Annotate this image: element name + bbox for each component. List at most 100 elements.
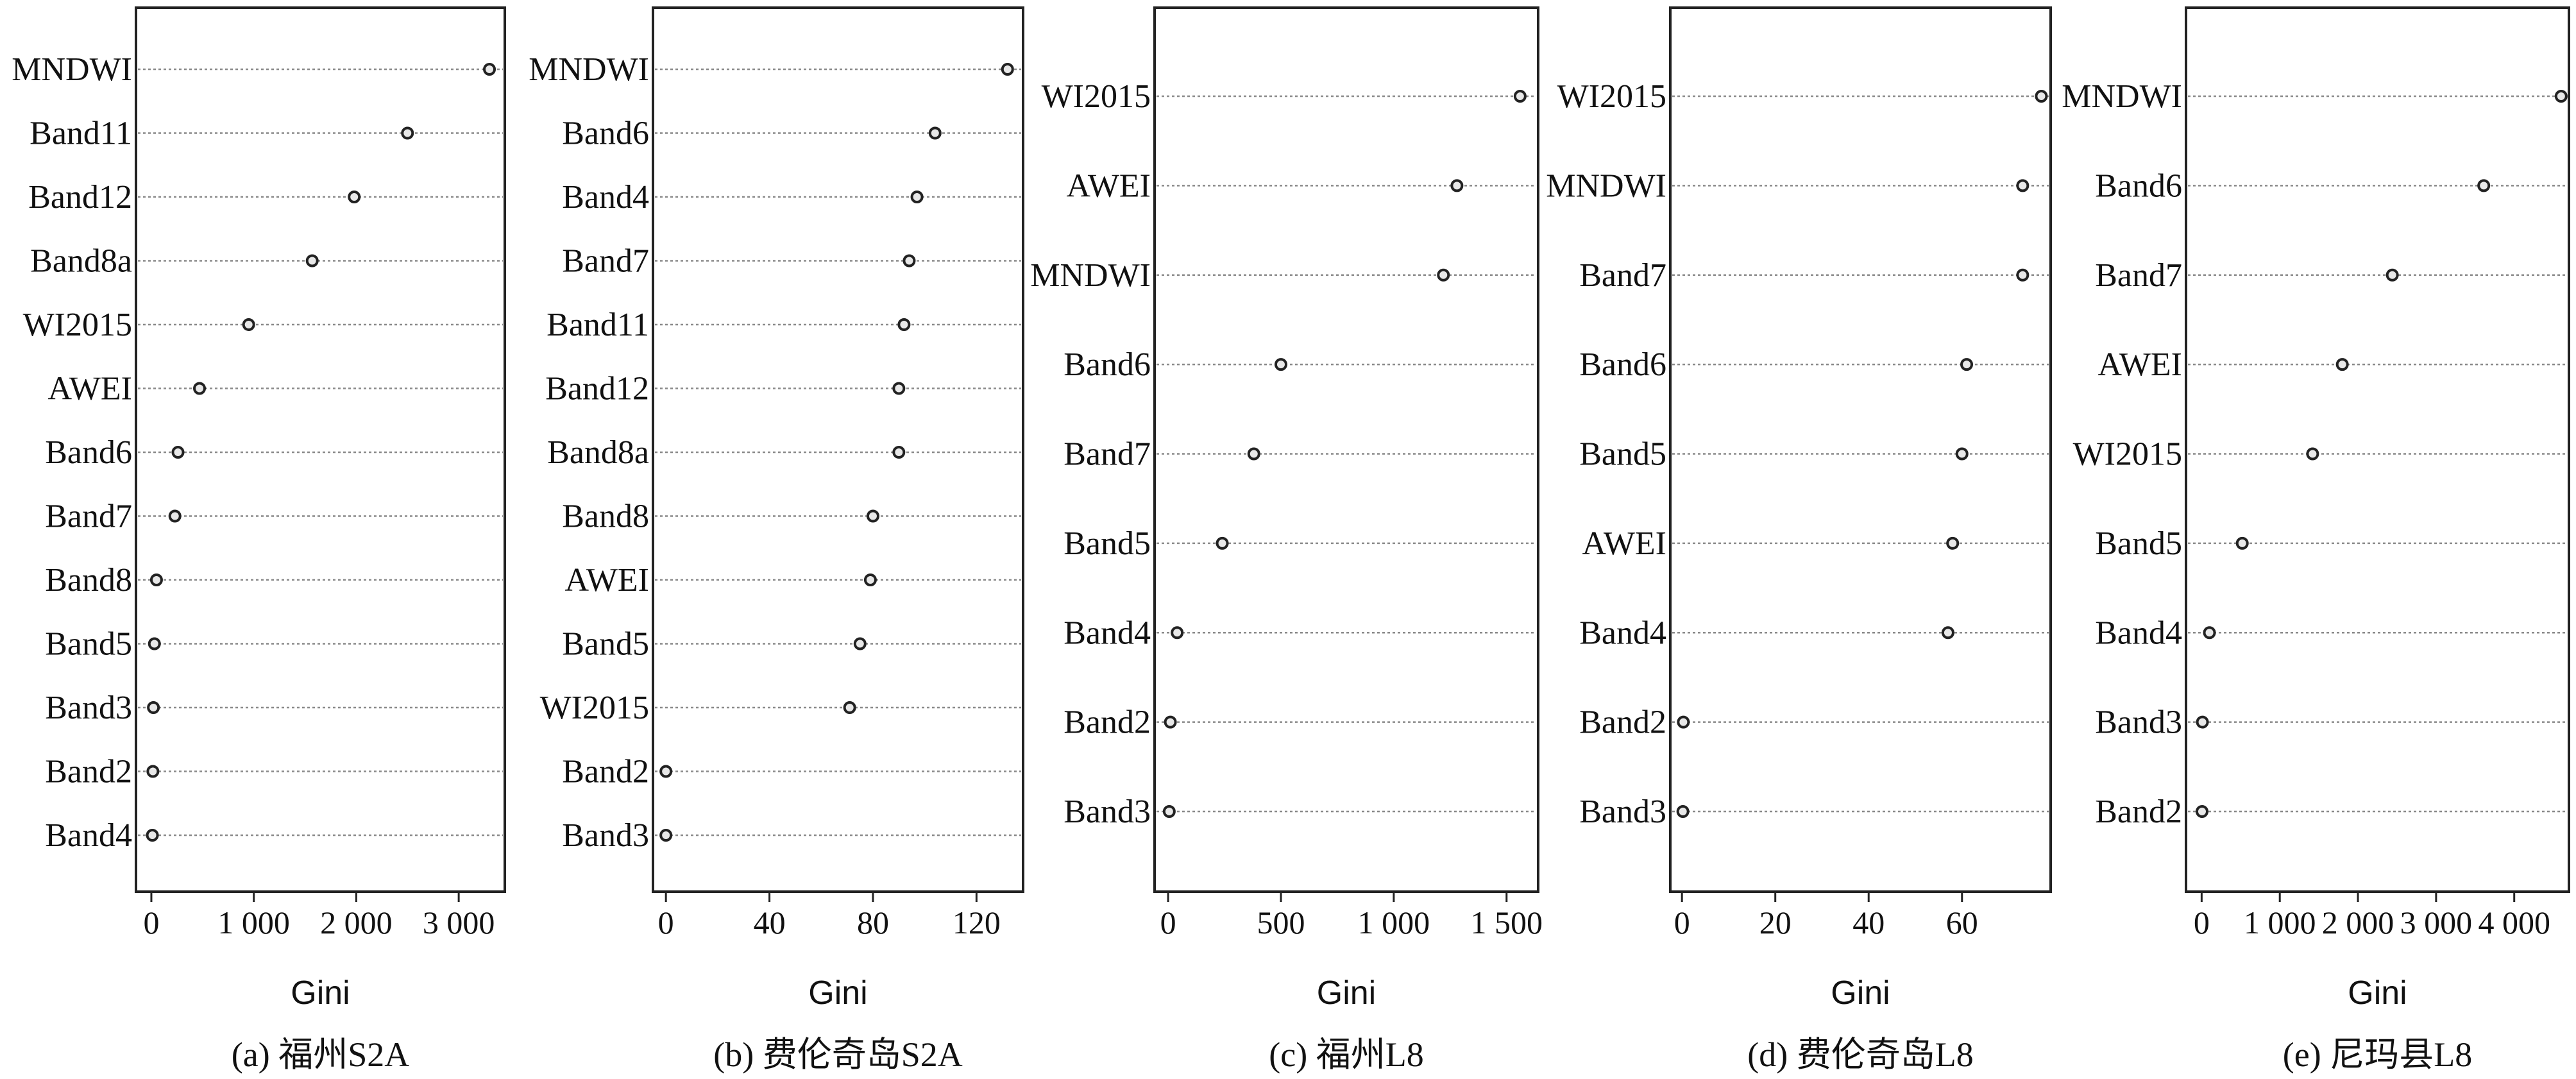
data-point xyxy=(149,573,163,586)
data-point xyxy=(1164,715,1177,729)
plot-frame xyxy=(1153,6,1539,893)
category-label: Band7 xyxy=(562,243,649,280)
data-point xyxy=(863,573,877,586)
category-label: Band2 xyxy=(1579,704,1666,741)
plot-frame xyxy=(2185,6,2570,893)
data-point xyxy=(242,318,255,331)
panel-caption: (d) 费伦奇岛L8 xyxy=(1747,1035,1973,1074)
category-label: Band6 xyxy=(1063,346,1151,383)
category-label: Band7 xyxy=(2095,257,2182,294)
category-label: Band7 xyxy=(1063,436,1151,473)
data-point xyxy=(1513,90,1527,103)
data-point xyxy=(1946,536,1960,550)
data-point xyxy=(1677,715,1690,729)
x-tick-label: 500 xyxy=(1257,905,1305,940)
category-label: MNDWI xyxy=(529,51,649,88)
panel-caption: (e) 尼玛县L8 xyxy=(2283,1035,2472,1074)
data-point xyxy=(2196,715,2209,729)
data-point xyxy=(1941,626,1954,640)
x-axis-title: Gini xyxy=(1831,974,1890,1012)
category-label: Band6 xyxy=(562,115,649,152)
data-point xyxy=(843,701,856,714)
data-point xyxy=(2235,536,2249,550)
data-point xyxy=(902,254,916,268)
category-label: WI2015 xyxy=(1042,78,1151,115)
data-point xyxy=(892,382,906,395)
x-tick-label: 2 000 xyxy=(320,905,393,940)
category-label: WI2015 xyxy=(540,690,649,726)
data-point xyxy=(659,829,673,842)
x-tick-label: 1 000 xyxy=(1358,905,1430,940)
category-label: Band5 xyxy=(1579,436,1666,473)
data-point xyxy=(2195,805,2208,818)
category-label: WI2015 xyxy=(1557,78,1666,115)
x-tick-label: 60 xyxy=(1946,905,1978,940)
data-point xyxy=(910,191,924,203)
category-label: Band6 xyxy=(2095,167,2182,204)
x-axis-title: Gini xyxy=(808,974,867,1012)
x-tick-label: 1 500 xyxy=(1471,905,1543,940)
data-point xyxy=(928,126,942,140)
data-point xyxy=(1274,358,1287,371)
category-label: Band5 xyxy=(2095,525,2182,562)
x-tick-label: 0 xyxy=(1160,905,1176,940)
data-point xyxy=(483,63,496,76)
category-label: Band4 xyxy=(45,817,132,854)
x-axis-title: Gini xyxy=(1317,974,1376,1012)
data-point xyxy=(1960,358,1974,371)
category-label: Band8a xyxy=(547,434,649,471)
category-label: AWEI xyxy=(47,371,132,407)
data-point xyxy=(2477,179,2491,192)
category-label: Band12 xyxy=(545,371,649,407)
category-label: Band2 xyxy=(1063,704,1151,741)
category-label: Band3 xyxy=(1063,794,1151,830)
x-tick-label: 3 000 xyxy=(423,905,495,940)
data-point xyxy=(2016,179,2029,192)
data-point xyxy=(2203,626,2216,640)
category-label: Band8 xyxy=(562,498,649,535)
chart-panel: WI2015 MNDWI Band7 Band6 Band5 AWEI Band4 Band2… xyxy=(1546,6,2052,1074)
data-point xyxy=(2016,268,2029,282)
data-point xyxy=(146,765,160,778)
x-tick-label: 4 000 xyxy=(2478,905,2550,940)
data-point xyxy=(193,382,207,395)
data-point xyxy=(2035,90,2048,103)
data-point xyxy=(148,637,161,650)
category-label: Band3 xyxy=(562,817,649,854)
category-label: MNDWI xyxy=(1030,257,1151,294)
chart-panel: WI2015 AWEI MNDWI Band6 Band7 Band5 Band4 Band2… xyxy=(1030,6,1543,1074)
x-tick-label: 120 xyxy=(953,905,1001,940)
data-point xyxy=(1216,536,1229,550)
x-tick-label: 40 xyxy=(754,905,786,940)
x-tick-label: 0 xyxy=(143,905,159,940)
x-tick-label: 20 xyxy=(1759,905,1792,940)
data-point xyxy=(1001,63,1014,76)
data-point xyxy=(1450,179,1464,192)
category-label: Band4 xyxy=(1063,615,1151,651)
data-point xyxy=(1437,268,1450,282)
category-label: AWEI xyxy=(1066,167,1151,204)
category-label: Band2 xyxy=(45,754,132,790)
x-tick-label: 0 xyxy=(658,905,674,940)
category-label: Band12 xyxy=(28,179,132,216)
data-point xyxy=(1162,805,1176,818)
x-tick-label: 40 xyxy=(1852,905,1885,940)
category-label: Band5 xyxy=(1063,525,1151,562)
panel-caption: (c) 福州L8 xyxy=(1269,1035,1423,1074)
data-point xyxy=(348,191,361,203)
category-label: MNDWI xyxy=(1546,167,1666,204)
x-tick-label: 2 000 xyxy=(2322,905,2394,940)
category-label: Band3 xyxy=(1579,794,1666,830)
category-label: Band7 xyxy=(1579,257,1666,294)
data-point xyxy=(1247,447,1260,461)
category-label: Band3 xyxy=(2095,704,2182,741)
category-label: WI2015 xyxy=(23,307,132,343)
category-label: Band7 xyxy=(45,498,132,535)
category-label: Band5 xyxy=(45,626,132,663)
data-point xyxy=(853,637,867,650)
category-label: Band11 xyxy=(547,307,649,343)
data-point xyxy=(147,701,160,714)
category-label: Band4 xyxy=(2095,615,2182,651)
plot-frame xyxy=(652,6,1024,893)
